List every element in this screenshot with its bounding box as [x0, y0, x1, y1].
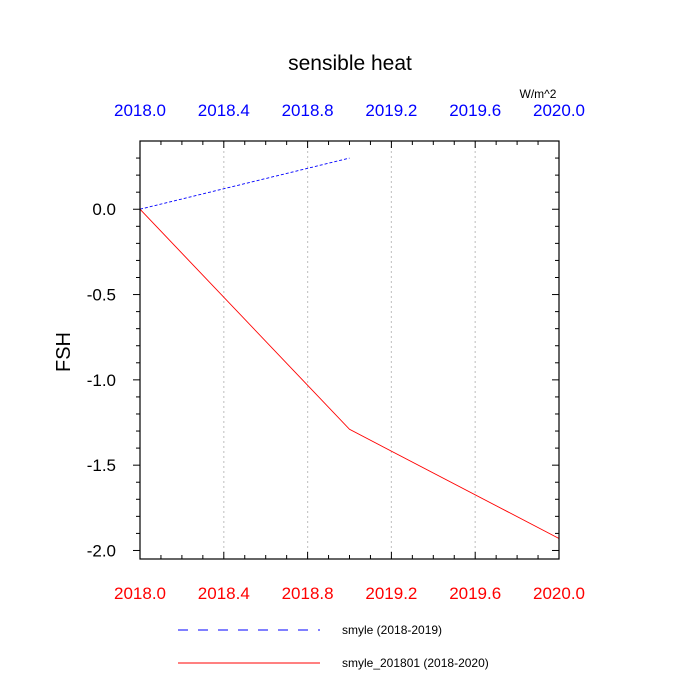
- y-axis-label: FSH: [53, 332, 75, 372]
- y-tick-label: 0.0: [92, 200, 116, 219]
- series-line-0: [139, 157, 350, 210]
- axis-tick-labels: 2018.0 2018.4 2018.8 2019.2 2019.6 2020.0 2018…: [87, 101, 585, 603]
- x-tick-label-bottom: 2018.0: [114, 584, 166, 603]
- units-label: W/m^2: [520, 87, 557, 101]
- axis-ticks: [133, 141, 560, 559]
- y-tick-label: -1.5: [87, 456, 116, 475]
- x-tick-label-bottom: 2018.8: [282, 584, 334, 603]
- legend-label-smyle: smyle (2018-2019): [342, 623, 442, 637]
- x-tick-label-bottom: 2019.2: [365, 584, 417, 603]
- y-tick-label: -2.0: [87, 541, 116, 560]
- legend-label-smyle-201801: smyle_201801 (2018-2020): [342, 656, 489, 670]
- grid-lines: [223, 141, 476, 559]
- chart-title: sensible heat: [288, 52, 412, 75]
- x-tick-label-bottom: 2019.6: [449, 584, 501, 603]
- plot-frame: [139, 140, 560, 560]
- series-line-1: [139, 208, 560, 539]
- x-tick-label-top: 2018.8: [282, 101, 334, 120]
- x-tick-label-top: 2018.4: [198, 101, 250, 120]
- y-tick-label: -1.0: [87, 371, 116, 390]
- x-tick-label-bottom: 2020.0: [533, 584, 585, 603]
- legend: smyle (2018-2019) smyle_201801 (2018-202…: [178, 623, 489, 670]
- x-tick-label-top: 2019.6: [449, 101, 501, 120]
- series-lines: [139, 157, 560, 539]
- x-tick-label-top: 2020.0: [533, 101, 585, 120]
- x-tick-label-top: 2019.2: [365, 101, 417, 120]
- y-tick-label: -0.5: [87, 286, 116, 305]
- x-tick-label-bottom: 2018.4: [198, 584, 250, 603]
- x-tick-label-top: 2018.0: [114, 101, 166, 120]
